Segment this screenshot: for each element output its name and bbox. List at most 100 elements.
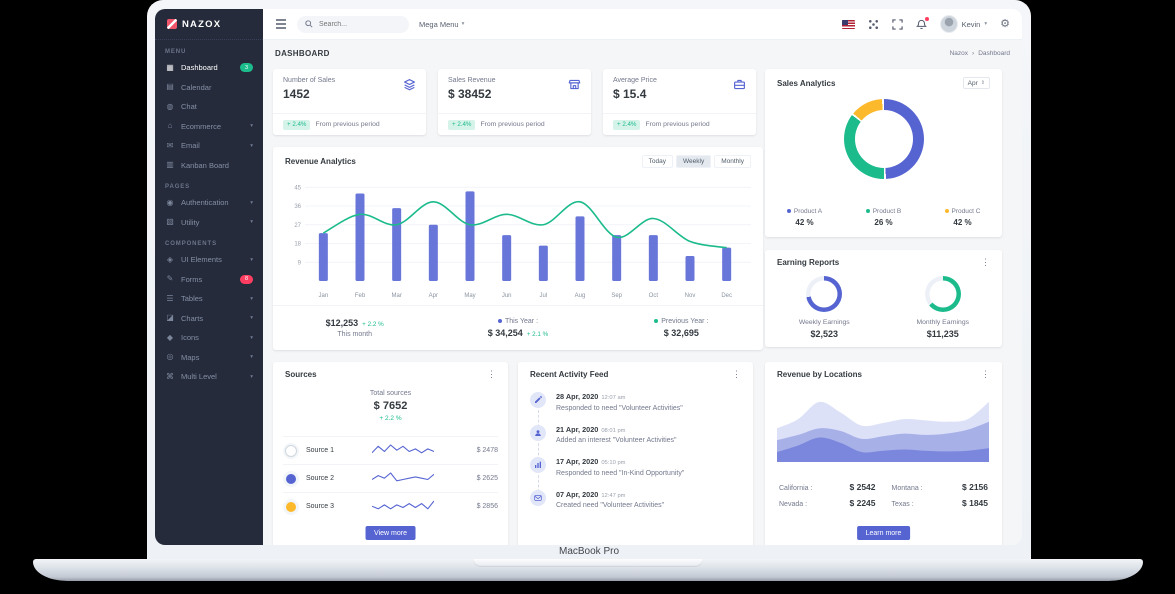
sidebar-item[interactable]: ▥ Kanban Board — [155, 156, 263, 176]
sidebar-item-label: Calendar — [181, 82, 212, 92]
search-icon — [305, 20, 313, 28]
us-flag-icon — [841, 19, 855, 29]
location-stat: California : $ 2542 — [779, 482, 876, 492]
sidebar-item[interactable]: ✎ Forms 8 — [155, 270, 263, 290]
nazox-logo-icon — [167, 19, 177, 29]
bar-chart-icon — [530, 457, 546, 473]
period-select[interactable]: Apr ⇕ — [962, 77, 990, 89]
stat-value: $ 15.4 — [613, 87, 647, 101]
stat-note: From previous period — [645, 121, 710, 128]
this-year-dot — [497, 319, 502, 324]
user-avatar — [939, 15, 958, 33]
user-menu-button[interactable]: Kevin ▾ — [939, 15, 988, 33]
apps-grid-button[interactable] — [868, 19, 879, 30]
source-row: Source 1 $ 2478 — [283, 436, 498, 464]
sources-rows: Source 1 $ 2478 Source 2 $ 2625 — [283, 436, 498, 520]
sidebar-item-label: Tables — [181, 294, 203, 304]
source-coin-icon — [283, 442, 299, 459]
forms-icon: ✎ — [166, 274, 174, 284]
card-menu-button[interactable]: ⋮ — [732, 369, 741, 379]
chevron-down-icon: ▾ — [984, 21, 988, 27]
svg-text:18: 18 — [294, 242, 301, 248]
chat-icon: ◍ — [166, 101, 174, 111]
svg-text:Aug: Aug — [575, 293, 586, 299]
sidebar-item[interactable]: ◍ Chat — [155, 97, 263, 117]
sidebar-item[interactable]: ◪ Charts ▾ — [155, 309, 263, 329]
dashboard-screen: NAZOX MENU ▦ Dashboard — [155, 9, 1022, 545]
sidebar-item[interactable]: ◆ Icons ▾ — [155, 328, 263, 348]
ecommerce-icon: ⌂ — [167, 121, 173, 131]
sidebar-item-label: Email — [181, 141, 200, 151]
svg-text:Sep: Sep — [611, 293, 622, 299]
learn-more-button[interactable]: Learn more — [856, 526, 911, 540]
breadcrumb: Nazox › Dashboard — [950, 50, 1010, 57]
sidebar-item[interactable]: ⌘ Multi Level ▾ — [155, 367, 263, 387]
sidebar-section: PAGES ◉ Authentication ▾ — [155, 175, 263, 232]
sidebar-item[interactable]: ◎ Maps ▾ — [155, 348, 263, 368]
search-input[interactable] — [317, 19, 401, 29]
chevron-down-icon: ▾ — [250, 373, 253, 380]
menu-toggle-icon[interactable] — [275, 19, 287, 29]
chevron-down-icon: ▾ — [461, 21, 465, 27]
sidebar-section-label: MENU — [165, 49, 187, 55]
sidebar-item[interactable]: ✉ Email ▾ — [155, 136, 263, 156]
breadcrumb-separator: › — [972, 50, 975, 57]
radial-progress — [924, 276, 961, 312]
card-title: Sales Analytics — [777, 78, 836, 88]
sidebar-section-label: COMPONENTS — [165, 241, 218, 247]
mega-menu-button[interactable]: Mega Menu ▾ — [419, 19, 465, 29]
sidebar-item[interactable]: ◈ UI Elements ▾ — [155, 250, 263, 270]
chevron-down-icon: ▾ — [250, 315, 253, 322]
revenue-chart-footer: $12,253 + 2.2 % This month This Year : $… — [273, 305, 763, 350]
page-header: DASHBOARD Nazox › Dashboard — [275, 49, 1010, 58]
activity-feed-item: 17 Apr, 2020 05:10 pm Responded to need "… — [530, 457, 743, 496]
source-coin-icon — [283, 498, 299, 515]
settings-gear-button[interactable]: ⚙ — [1000, 17, 1010, 30]
sales-analytics-card: Sales Analytics Apr ⇕ Product A — [765, 69, 1002, 237]
topbar-actions: Kevin ▾ ⚙ — [841, 15, 1010, 33]
stat-card: Average Price $ 15.4 + 2.4% From previou… — [603, 69, 756, 135]
sidebar-item-label: Charts — [181, 313, 204, 323]
svg-text:Jul: Jul — [539, 293, 547, 299]
sidebar-item[interactable]: ▧ Utility ▾ — [155, 213, 263, 233]
chevron-down-icon: ▾ — [250, 354, 253, 361]
range-monthly-button[interactable]: Monthly — [714, 155, 751, 168]
language-flag-button[interactable] — [841, 19, 855, 29]
sidebar-item-label: Ecommerce — [181, 121, 222, 131]
mail-icon — [530, 489, 546, 506]
calendar-icon: ▤ — [166, 82, 174, 92]
stat-delta-badge: + 2.4% — [283, 119, 311, 130]
range-today-button[interactable]: Today — [641, 155, 674, 168]
notifications-bell-button[interactable] — [915, 16, 929, 30]
svg-text:Apr: Apr — [429, 293, 438, 299]
search-box[interactable] — [297, 15, 409, 33]
topbar: Mega Menu ▾ — [263, 9, 1022, 40]
range-weekly-button[interactable]: Weekly — [676, 155, 712, 168]
sidebar-item[interactable]: ◉ Authentication ▾ — [155, 193, 263, 213]
sidebar-item[interactable]: ▤ Calendar — [155, 78, 263, 98]
activity-feed-list: 28 Apr, 2020 12:07 am Responded to need "… — [530, 392, 743, 522]
breadcrumb-root[interactable]: Nazox — [949, 50, 969, 57]
sidebar-item-label: Dashboard — [181, 63, 218, 73]
card-menu-button[interactable]: ⋮ — [981, 257, 990, 267]
ui-elements-icon: ◈ — [166, 254, 174, 264]
sidebar-nav: MENU ▦ Dashboard 3 — [155, 40, 263, 387]
source-row: Source 3 $ 2856 — [283, 492, 498, 520]
sidebar-item[interactable]: ⌂ Ecommerce ▾ — [155, 117, 263, 137]
view-more-button[interactable]: View more — [365, 526, 416, 540]
kanban-icon: ▥ — [166, 160, 174, 170]
fullscreen-button[interactable] — [891, 18, 903, 30]
sidebar-item[interactable]: ☰ Tables ▾ — [155, 289, 263, 309]
sidebar-item[interactable]: ▦ Dashboard 3 — [155, 58, 263, 78]
svg-text:9: 9 — [298, 260, 302, 266]
brand-logo[interactable]: NAZOX — [155, 9, 263, 40]
macbook-base — [33, 559, 1143, 581]
card-menu-button[interactable]: ⋮ — [487, 369, 496, 379]
macbook-base-notch — [473, 559, 703, 567]
multi-level-icon: ⌘ — [166, 371, 174, 381]
maps-icon: ◎ — [166, 352, 174, 362]
breadcrumb-current: Dashboard — [978, 50, 1010, 57]
card-menu-button[interactable]: ⋮ — [981, 369, 990, 379]
locations-area-chart — [777, 394, 989, 467]
